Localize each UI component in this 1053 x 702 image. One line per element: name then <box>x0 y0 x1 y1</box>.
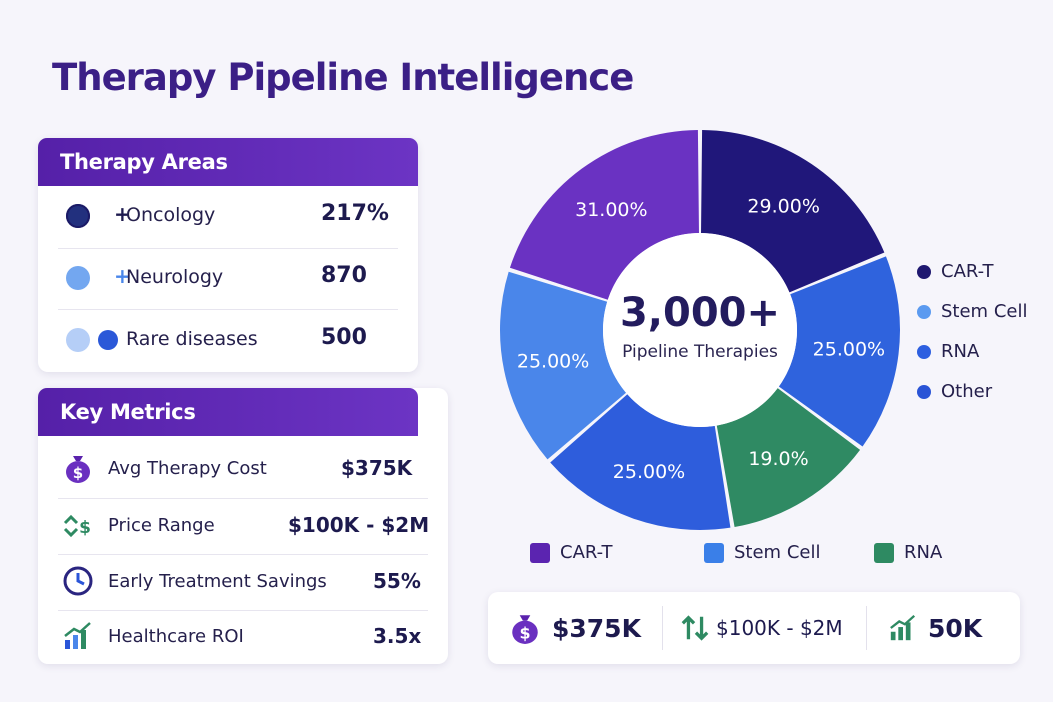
summary-value: 50K <box>928 613 983 643</box>
legend-entry: CAR-T <box>917 261 994 282</box>
money-bag-icon: $ <box>512 615 538 644</box>
summary-item-range: $100K - $2M <box>680 592 843 664</box>
legend-entry: RNA <box>917 341 979 362</box>
clock-icon <box>63 566 93 596</box>
metric-value: $100K - $2M <box>288 513 430 537</box>
legend-label: Stem Cell <box>734 542 821 563</box>
donut-slice <box>509 130 699 300</box>
summary-value: $375K <box>552 613 641 643</box>
legend-entry: CAR-T <box>530 542 613 563</box>
therapy-areas-card: Therapy Areas + Oncology 217% + Neurolog… <box>38 138 418 372</box>
money-bag-icon: $ <box>66 456 90 483</box>
legend-label: RNA <box>904 542 943 563</box>
legend-square-icon <box>530 542 550 563</box>
therapy-area-value: 870 <box>321 263 367 288</box>
rare-diseases-light-dot-icon <box>66 328 90 352</box>
summary-value: $100K - $2M <box>716 616 843 640</box>
therapy-areas-header: Therapy Areas <box>38 138 418 186</box>
legend-label: CAR-T <box>560 542 613 563</box>
oncology-dot-icon <box>66 204 90 228</box>
row-divider <box>58 498 428 499</box>
metric-label: Price Range <box>108 515 215 536</box>
page-title: Therapy Pipeline Intelligence <box>52 56 634 99</box>
therapy-area-label: Neurology <box>126 266 224 288</box>
center-label: Pipeline Therapies <box>622 342 778 362</box>
donut-slice <box>500 271 627 460</box>
svg-text:$: $ <box>73 464 83 482</box>
slice-label: 25.00% <box>517 350 589 372</box>
growth-chart-icon <box>64 622 91 649</box>
up-down-arrows-icon <box>681 615 709 641</box>
growth-chart-icon <box>890 614 916 641</box>
summary-item-cost: $ $375K <box>508 592 641 664</box>
row-divider <box>58 554 428 555</box>
legend-square-icon <box>874 542 894 563</box>
therapy-area-value: 500 <box>321 325 367 350</box>
metric-value: $375K <box>341 456 413 480</box>
legend-dot-icon <box>917 344 931 359</box>
legend-dot-icon <box>917 384 931 399</box>
pipeline-donut-chart: 29.00% 25.00% 19.0% 25.00% 25.00% 31.00% 3,00… <box>500 130 900 530</box>
legend-square-icon <box>704 542 724 563</box>
therapy-area-label: Oncology <box>126 204 216 226</box>
slice-label: 19.0% <box>748 448 808 470</box>
summary-divider <box>866 606 867 650</box>
svg-text:$: $ <box>79 518 91 538</box>
legend-label: Other <box>941 381 993 402</box>
slice-label: 25.00% <box>813 338 885 360</box>
slice-label: 31.00% <box>575 199 647 221</box>
neurology-dot-icon <box>66 266 90 290</box>
svg-text:$: $ <box>519 624 530 643</box>
metric-value: 3.5x <box>373 624 422 648</box>
exchange-arrows-icon: $ <box>63 514 91 538</box>
legend-entry: RNA <box>874 542 942 563</box>
donut-slice <box>550 394 731 530</box>
row-divider <box>58 610 428 611</box>
legend-label: Stem Cell <box>941 301 1028 322</box>
key-metrics-card: Key Metrics $ Avg Therapy Cost $375K $ P… <box>38 388 448 664</box>
slice-label: 29.00% <box>747 195 819 217</box>
donut-slice <box>778 256 900 447</box>
donut-slice <box>701 130 885 293</box>
plus-icon: + <box>114 202 131 226</box>
key-metrics-header: Key Metrics <box>38 388 418 436</box>
donut-center <box>603 233 797 427</box>
therapy-area-label: Rare diseases <box>126 328 258 350</box>
donut-slice <box>716 388 861 527</box>
legend-label: RNA <box>941 341 980 362</box>
summary-divider <box>662 606 663 650</box>
row-divider <box>58 248 398 249</box>
legend-dot-icon <box>917 264 931 279</box>
center-value: 3,000+ <box>620 290 780 336</box>
legend-dot-icon <box>917 304 931 319</box>
slice-label: 25.00% <box>613 461 685 483</box>
summary-item-growth: 50K <box>888 592 982 664</box>
summary-bar: $ $375K $100K - $2M 50K <box>488 592 1020 664</box>
legend-entry: Other <box>917 381 992 402</box>
therapy-area-value: 217% <box>321 201 389 226</box>
metric-value: 55% <box>373 569 421 593</box>
plus-icon: + <box>114 264 131 288</box>
row-divider <box>58 309 398 310</box>
metric-label: Early Treatment Savings <box>108 571 327 592</box>
legend-entry: Stem Cell <box>704 542 820 563</box>
legend-entry: Stem Cell <box>917 301 1027 322</box>
metric-label: Healthcare ROI <box>108 626 244 647</box>
legend-label: CAR-T <box>941 261 994 282</box>
metric-label: Avg Therapy Cost <box>108 458 267 479</box>
rare-diseases-dot-icon <box>98 330 118 350</box>
